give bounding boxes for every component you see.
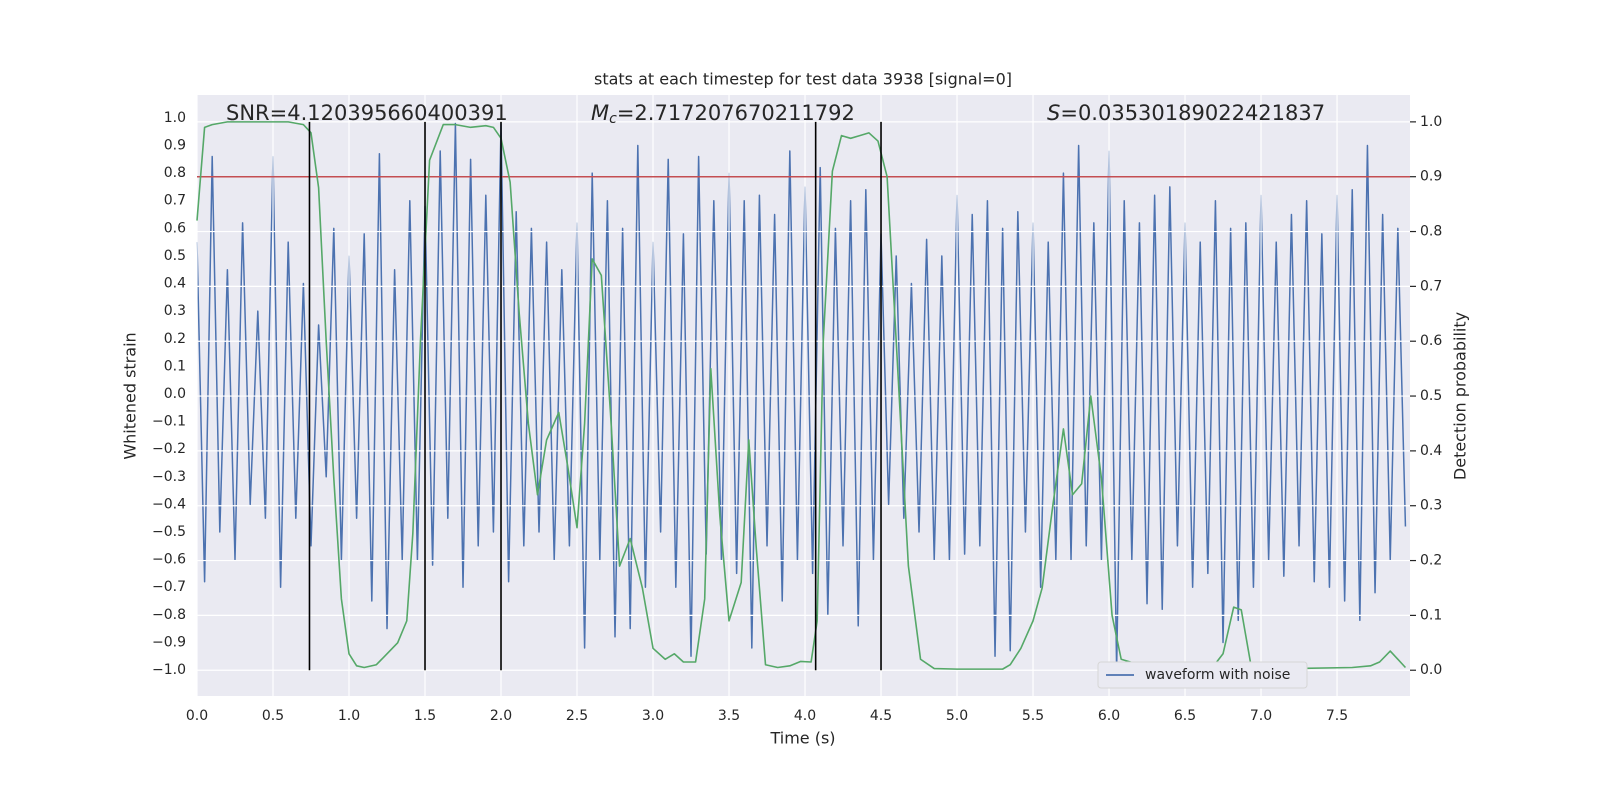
- y2-tick-label: 0.7: [1420, 278, 1442, 294]
- y-tick-label: −1.0: [152, 662, 186, 678]
- x-tick-label: 4.0: [794, 708, 816, 724]
- y-tick-label: 0.1: [164, 358, 186, 374]
- x-tick-label: 2.0: [490, 708, 512, 724]
- y-tick-label: 0.2: [164, 331, 186, 347]
- annotation: Mc=2.717207670211792: [591, 101, 855, 127]
- x-tick-label: 1.5: [414, 708, 436, 724]
- y2-tick-label: 0.1: [1420, 607, 1442, 623]
- y2-tick-label: 0.0: [1420, 662, 1442, 678]
- annotation: SNR=4.120395660400391: [226, 101, 508, 125]
- y-tick-label: −0.7: [152, 579, 186, 595]
- y2-tick-label: 0.2: [1420, 553, 1442, 569]
- x-tick-label: 1.0: [338, 708, 360, 724]
- y2-tick-label: 1.0: [1420, 114, 1442, 130]
- x-axis-label: Time (s): [769, 729, 835, 748]
- y2-tick-label: 0.9: [1420, 169, 1442, 185]
- y-tick-label: −0.1: [152, 414, 186, 430]
- y-tick-label: −0.9: [152, 634, 186, 650]
- y2-tick-label: 0.8: [1420, 224, 1442, 240]
- y-tick-label: −0.2: [152, 441, 186, 457]
- annotation-subscript: c: [609, 111, 617, 127]
- annotation-symbol: M: [591, 101, 609, 125]
- x-tick-label: 7.5: [1326, 708, 1348, 724]
- x-tick-label: 6.0: [1098, 708, 1120, 724]
- x-tick-label: 0.5: [262, 708, 284, 724]
- y-tick-label: −0.4: [152, 496, 186, 512]
- y-tick-label: 0.5: [164, 248, 186, 264]
- y-tick-label: −0.6: [152, 552, 186, 568]
- y-tick-label: −0.5: [152, 524, 186, 540]
- y-tick-label: 0.4: [164, 276, 186, 292]
- y-tick-label: 0.3: [164, 303, 186, 319]
- y2-tick-label: 0.6: [1420, 333, 1442, 349]
- legend-label: waveform with noise: [1145, 667, 1290, 683]
- y2-tick-label: 0.3: [1420, 498, 1442, 514]
- y-tick-label: 0.7: [164, 193, 186, 209]
- y2-tick-label: 0.4: [1420, 443, 1442, 459]
- x-tick-label: 5.0: [946, 708, 968, 724]
- y-tick-label: 0.9: [164, 138, 186, 154]
- y-tick-label: 0.8: [164, 165, 186, 181]
- y-tick-label: 1.0: [164, 110, 186, 126]
- y-tick-label: 0.6: [164, 220, 186, 236]
- x-tick-label: 0.0: [186, 708, 208, 724]
- x-tick-label: 5.5: [1022, 708, 1044, 724]
- y2-tick-label: 0.5: [1420, 388, 1442, 404]
- series-line: [196, 122, 1407, 671]
- x-tick-label: 4.5: [870, 708, 892, 724]
- annotation: S=0.03530189022421837: [1047, 101, 1325, 125]
- y2-axis-label: Detection probability: [1451, 312, 1470, 480]
- y-tick-label: −0.3: [152, 469, 186, 485]
- annotation-text: SNR=4.120395660400391: [226, 101, 508, 125]
- annotation-text: =2.717207670211792: [617, 101, 855, 125]
- y-tick-label: 0.0: [164, 386, 186, 402]
- y-tick-label: −0.8: [152, 607, 186, 623]
- x-tick-label: 7.0: [1250, 708, 1272, 724]
- x-tick-label: 3.0: [642, 708, 664, 724]
- x-tick-label: 2.5: [566, 708, 588, 724]
- chart-title: stats at each timestep for test data 393…: [594, 70, 1012, 89]
- annotation-text: =0.03530189022421837: [1060, 101, 1325, 125]
- x-tick-label: 3.5: [718, 708, 740, 724]
- x-tick-label: 6.5: [1174, 708, 1196, 724]
- y-axis-label: Whitened strain: [121, 332, 140, 459]
- legend-box: [1097, 661, 1308, 689]
- annotation-symbol: S: [1047, 101, 1060, 125]
